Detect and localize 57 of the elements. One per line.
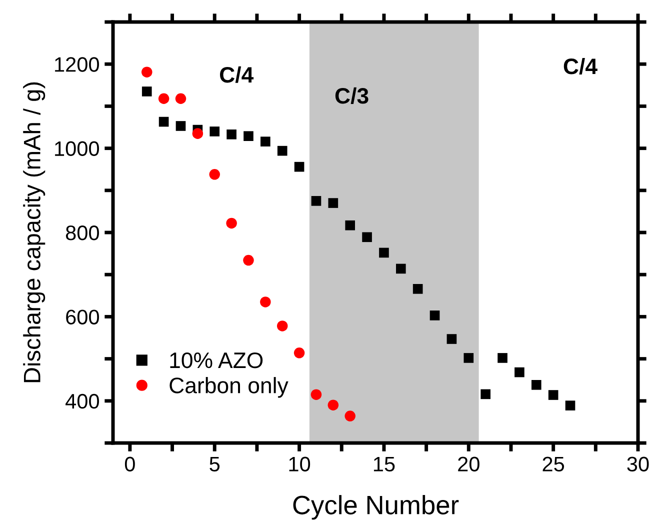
x-tick-label: 0 <box>124 456 135 472</box>
point <box>260 296 271 308</box>
point <box>141 66 152 78</box>
point <box>344 410 356 422</box>
y-tick-label: 800 <box>66 226 99 240</box>
point <box>226 218 237 229</box>
point <box>276 320 288 332</box>
legend-label: Carbon only <box>170 377 288 398</box>
legend-label: 10% AZO <box>170 352 263 368</box>
y-tick-label: 400 <box>66 394 99 409</box>
point <box>514 367 524 378</box>
annotation: C/4 <box>220 66 254 83</box>
point <box>226 129 236 140</box>
point <box>244 131 254 141</box>
x-tick-label: 15 <box>374 456 395 472</box>
x-tick-label: 5 <box>210 456 220 472</box>
point <box>412 284 423 294</box>
point <box>294 348 305 358</box>
point <box>565 400 576 410</box>
point <box>345 220 356 230</box>
point <box>446 334 457 344</box>
point <box>464 353 474 363</box>
x-tick-label: 10 <box>289 456 310 472</box>
point <box>142 86 152 96</box>
point <box>158 116 169 127</box>
point <box>430 310 440 320</box>
y-tick-label: 1200 <box>55 57 99 72</box>
point <box>498 353 508 363</box>
point <box>192 128 204 139</box>
annotation: C/4 <box>564 58 598 74</box>
point <box>328 400 339 410</box>
point <box>209 169 220 180</box>
x-tick-label: 30 <box>627 456 649 472</box>
point <box>277 146 288 156</box>
point <box>311 196 322 206</box>
band-label: C/3 <box>335 87 368 104</box>
point <box>531 380 542 390</box>
point <box>328 198 338 208</box>
point <box>175 93 186 104</box>
x-tick-label: 20 <box>458 456 480 472</box>
point <box>379 248 389 258</box>
y-tick-label: 600 <box>66 310 99 324</box>
point <box>294 162 304 172</box>
point <box>176 121 186 131</box>
point <box>480 389 490 400</box>
point <box>396 264 406 274</box>
point <box>310 389 322 400</box>
x-axis-title: Cycle Number <box>293 495 459 520</box>
point <box>362 232 372 242</box>
point <box>158 93 170 104</box>
point <box>260 136 270 146</box>
x-tick-label: 25 <box>542 456 564 472</box>
y-tick-label: 1000 <box>55 141 99 156</box>
point <box>243 254 254 266</box>
point <box>548 390 558 400</box>
point <box>210 126 220 136</box>
y-axis-title: Discharge capacity (mAh / g) <box>23 82 46 382</box>
